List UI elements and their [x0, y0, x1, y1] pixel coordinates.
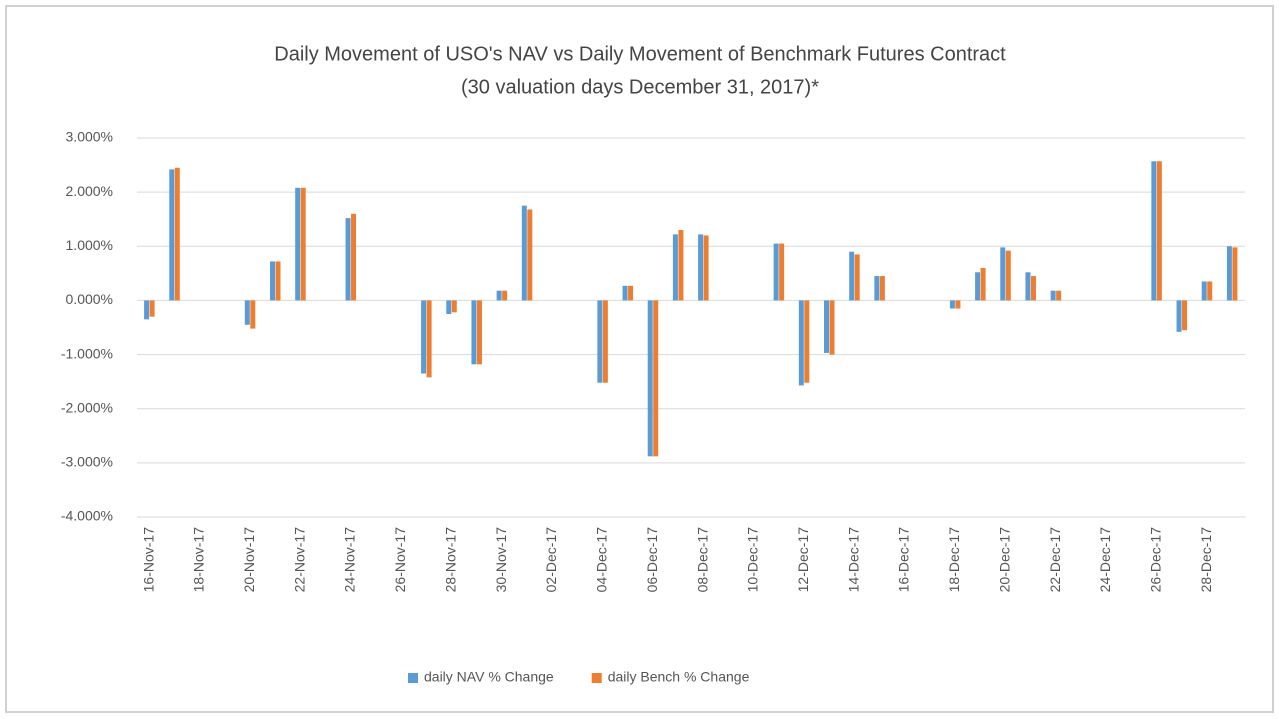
bar	[678, 230, 684, 301]
x-tick-label: 28-Nov-17	[442, 527, 458, 593]
bar	[949, 300, 955, 309]
bar	[502, 290, 508, 301]
bar	[1207, 281, 1213, 301]
bar	[1176, 300, 1182, 332]
bar	[628, 285, 634, 301]
x-tick-label: 26-Nov-17	[392, 527, 408, 593]
legend-swatch	[591, 673, 602, 683]
bar	[975, 272, 981, 301]
bar	[451, 300, 457, 313]
bar	[602, 300, 608, 383]
x-tick-label: 30-Nov-17	[493, 527, 509, 593]
x-tick-label: 14-Dec-17	[845, 527, 861, 593]
x-tick-label: 20-Nov-17	[241, 527, 257, 593]
x-tick-label: 02-Dec-17	[543, 527, 559, 593]
x-tick-label: 20-Dec-17	[996, 527, 1012, 593]
y-tick-label: -2.000%	[61, 399, 113, 415]
x-tick-label: 28-Dec-17	[1198, 527, 1214, 593]
bar	[653, 300, 659, 457]
bar	[672, 234, 678, 301]
bar	[849, 251, 855, 301]
bar	[446, 300, 452, 314]
bar	[426, 300, 432, 378]
x-tick-label: 18-Nov-17	[191, 527, 207, 593]
bar	[1025, 272, 1031, 301]
bar	[622, 285, 628, 301]
x-tick-label: 16-Dec-17	[896, 527, 912, 593]
bar	[174, 167, 180, 301]
bar	[779, 243, 785, 301]
chart-frame	[5, 5, 1274, 713]
chart-title: Daily Movement of USO's NAV vs Daily Mov…	[274, 43, 1006, 65]
x-tick-label: 04-Dec-17	[594, 527, 610, 593]
bar	[300, 187, 306, 301]
bar	[144, 300, 150, 320]
bar	[854, 254, 860, 301]
x-tick-label: 06-Dec-17	[644, 527, 660, 593]
bar	[345, 218, 351, 301]
y-tick-label: 2.000%	[66, 183, 113, 199]
legend-swatch	[408, 673, 418, 683]
x-tick-label: 22-Dec-17	[1047, 527, 1063, 593]
bar	[798, 300, 804, 386]
bar	[1005, 250, 1011, 301]
legend-label: daily NAV % Change	[424, 669, 554, 685]
bar	[804, 300, 810, 383]
x-tick-label: 08-Dec-17	[694, 527, 710, 593]
y-tick-label: 3.000%	[66, 129, 113, 145]
bar	[471, 300, 477, 365]
legend-label: daily Bench % Change	[608, 669, 750, 685]
bar	[879, 276, 885, 301]
bar	[421, 300, 427, 374]
bar	[955, 300, 961, 309]
bar	[647, 300, 653, 457]
bar	[270, 261, 275, 301]
bar	[1201, 281, 1207, 301]
bar	[1151, 161, 1157, 301]
bar	[1182, 300, 1188, 331]
bar	[703, 235, 709, 301]
x-tick-label: 10-Dec-17	[745, 527, 761, 593]
y-tick-label: -4.000%	[61, 508, 113, 524]
bar	[476, 300, 482, 365]
x-tick-label: 18-Dec-17	[946, 527, 962, 593]
bar	[1232, 247, 1238, 301]
bar	[597, 300, 603, 383]
bar	[1226, 246, 1232, 301]
bar	[169, 169, 175, 301]
bar	[496, 290, 502, 301]
x-tick-label: 24-Nov-17	[342, 527, 358, 593]
bar	[275, 261, 281, 301]
y-tick-label: 1.000%	[66, 237, 113, 253]
x-tick-label: 26-Dec-17	[1148, 527, 1164, 593]
y-tick-label: 0.000%	[66, 291, 113, 307]
bar	[1156, 161, 1162, 301]
chart-title: (30 valuation days December 31, 2017)*	[461, 76, 819, 98]
bar	[351, 213, 357, 301]
bar	[980, 267, 986, 301]
bar	[295, 187, 301, 301]
y-tick-label: -1.000%	[61, 345, 113, 361]
bar	[773, 243, 779, 301]
bar	[829, 300, 835, 355]
bar	[244, 300, 250, 325]
bar	[521, 205, 527, 301]
bar	[1050, 290, 1056, 301]
x-tick-label: 12-Dec-17	[795, 527, 811, 593]
bar	[1000, 247, 1006, 301]
bar	[824, 300, 829, 353]
bar	[250, 300, 256, 329]
bar	[874, 276, 880, 301]
bar	[1056, 290, 1062, 301]
bar	[1030, 276, 1036, 301]
x-tick-label: 22-Nov-17	[291, 527, 307, 593]
bar	[149, 300, 155, 317]
x-tick-label: 24-Dec-17	[1097, 527, 1113, 593]
y-tick-label: -3.000%	[61, 454, 113, 470]
x-tick-label: 16-Nov-17	[140, 527, 156, 593]
bar	[527, 209, 533, 301]
bar	[698, 234, 704, 301]
